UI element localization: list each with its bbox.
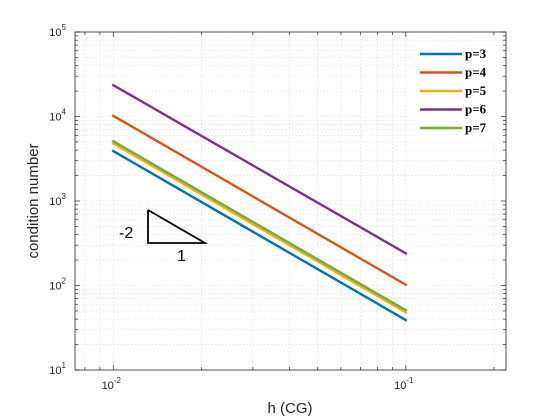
y-tick-label: 101 <box>49 361 66 377</box>
slope-triangle-shape <box>147 209 209 244</box>
series-line-p=4 <box>111 114 408 287</box>
slope-label: -2 <box>119 225 133 242</box>
series-lines <box>111 83 408 322</box>
y-tick-label: 102 <box>49 277 66 293</box>
y-tick-label: 105 <box>49 23 66 39</box>
x-axis-label: h (CG) <box>268 400 313 417</box>
legend-label-p=5: p=5 <box>465 83 487 98</box>
series-line-p=5 <box>111 141 408 315</box>
slope-triangle: -2 1 <box>119 209 209 265</box>
legend-label-p=6: p=6 <box>465 102 487 117</box>
run-label: 1 <box>177 248 186 265</box>
legend-label-p=4: p=4 <box>465 65 487 80</box>
x-tick-label: 10-2 <box>102 376 122 392</box>
legend: p=3 p=4 p=5 p=6 p=7 <box>414 42 500 142</box>
ticks: 10-2 10-1 101 102 103 104 105 <box>49 23 506 392</box>
y-tick-label: 104 <box>49 108 66 124</box>
series-line-p=6 <box>111 83 408 256</box>
legend-label-p=7: p=7 <box>465 120 487 135</box>
y-axis-label: condition number <box>25 143 42 258</box>
legend-label-p=3: p=3 <box>465 46 487 61</box>
y-tick-label: 103 <box>49 192 66 208</box>
x-tick-label: 10-1 <box>394 376 414 392</box>
series-line-p=7 <box>111 139 408 312</box>
series-line-p=3 <box>111 149 408 322</box>
